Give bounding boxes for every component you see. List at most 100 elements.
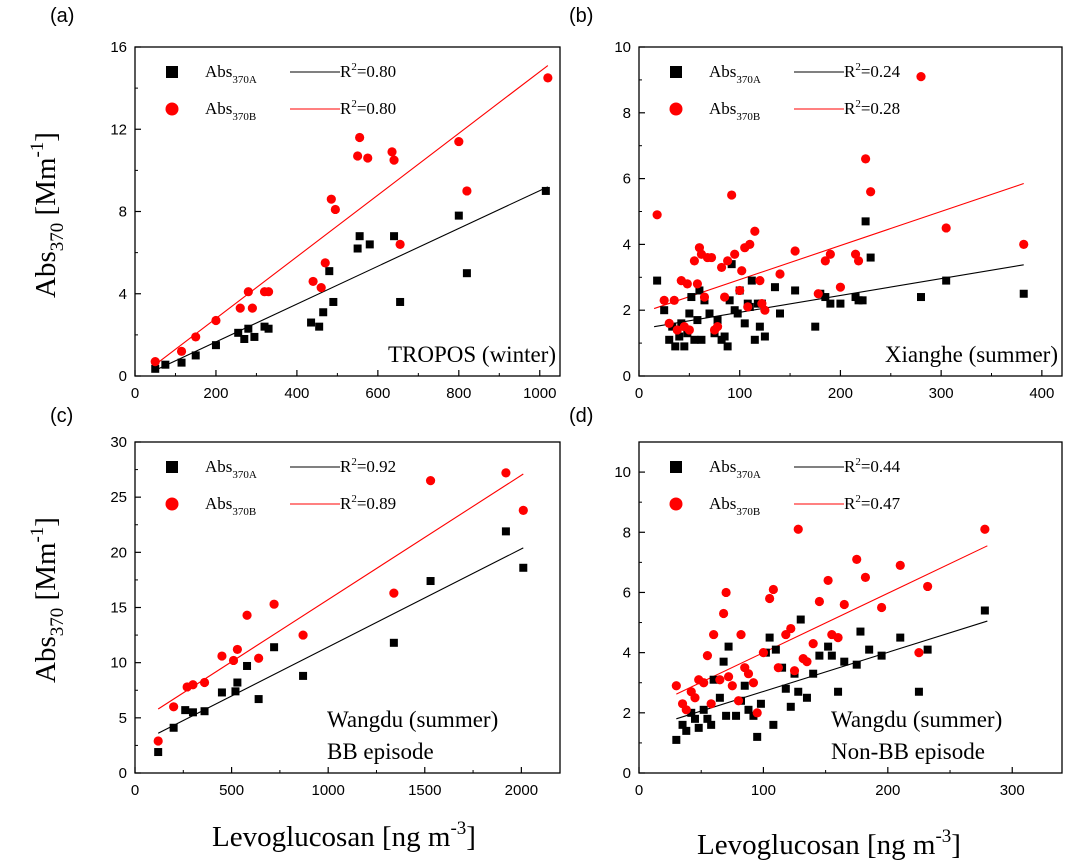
data-point-Abs370B: [750, 226, 760, 236]
data-point-Abs370A: [861, 217, 870, 226]
data-point-Abs370A: [231, 687, 240, 696]
y-tick-label: 5: [119, 710, 127, 727]
data-point-Abs370A: [809, 669, 818, 678]
data-point-Abs370B: [353, 151, 363, 161]
data-point-Abs370A: [980, 606, 989, 615]
data-point-Abs370A: [234, 328, 243, 337]
data-point-Abs370A: [653, 276, 662, 285]
data-point-Abs370B: [752, 708, 762, 718]
x-axis-title-right: Levoglucosan [ng m-3]: [697, 826, 961, 861]
panel-c: (c) 0 500 1000 1500 2000 0 5 10 15 20 25 30 Abs370A R2…: [50, 405, 561, 799]
data-point-Abs370B: [786, 623, 796, 634]
data-point-Abs370B: [254, 653, 264, 663]
data-point-Abs370A: [740, 681, 749, 690]
data-point-Abs370B: [387, 147, 397, 157]
data-point-Abs370A: [682, 726, 691, 735]
panel-annotation: Wangdu (summer): [831, 707, 1002, 732]
y-tick-label: 0: [119, 765, 127, 782]
data-point-Abs370A: [233, 678, 242, 687]
data-point-Abs370B: [721, 587, 731, 598]
panel-d: (d) 0 100 200 300 0 2 4 6 8 10 Abs370A R2=0.44 Abs370…: [569, 405, 1063, 799]
x-tick-label: 1000: [523, 385, 556, 402]
fit-line-Abs370A: [157, 547, 524, 734]
data-point-Abs370B: [188, 680, 198, 690]
data-point-Abs370B: [501, 468, 511, 478]
panel-annotation: BB episode: [327, 739, 434, 764]
data-point-Abs370B: [853, 256, 864, 266]
data-point-Abs370A: [680, 342, 689, 351]
data-point-Abs370B: [877, 602, 887, 613]
data-point-Abs370B: [247, 303, 257, 313]
data-point-Abs370A: [243, 661, 252, 670]
y-tick-label: 2: [623, 705, 631, 722]
data-point-Abs370A: [240, 334, 249, 343]
y-tick-label: 6: [623, 584, 631, 601]
data-point-Abs370B: [543, 73, 553, 83]
x-tick-label: 0: [635, 782, 643, 799]
data-point-Abs370A: [660, 306, 669, 315]
legend-marker: [669, 102, 683, 116]
x-tick-label: 100: [751, 782, 776, 799]
data-point-Abs370A: [722, 711, 731, 720]
data-point-Abs370A: [771, 645, 780, 654]
data-point-Abs370A: [756, 699, 765, 708]
data-point-Abs370A: [188, 708, 197, 717]
data-point-Abs370B: [727, 681, 737, 691]
data-point-Abs370B: [269, 599, 279, 609]
data-point-Abs370A: [690, 714, 699, 723]
data-point-Abs370B: [671, 681, 681, 691]
data-point-Abs370B: [169, 702, 179, 712]
data-point-Abs370A: [705, 309, 714, 318]
data-point-Abs370B: [755, 275, 765, 286]
panel-annotation: Non-BB episode: [831, 739, 985, 764]
data-point-Abs370A: [191, 351, 200, 360]
legend-marker: [669, 497, 683, 511]
data-point-Abs370B: [702, 651, 713, 661]
data-point-Abs370A: [325, 267, 334, 276]
data-point-Abs370A: [169, 723, 178, 732]
data-point-Abs370A: [776, 309, 784, 318]
data-point-Abs370A: [697, 335, 706, 344]
data-point-Abs370B: [235, 303, 245, 313]
data-point-Abs370B: [389, 155, 399, 165]
y-tick-label: 8: [623, 105, 631, 122]
panel-annotation: TROPOS (winter): [388, 342, 556, 367]
data-point-Abs370A: [396, 297, 405, 306]
data-point-Abs370B: [699, 292, 710, 302]
data-point-Abs370B: [814, 596, 824, 607]
data-point-Abs370B: [735, 285, 745, 296]
data-point-Abs370B: [191, 332, 201, 342]
data-point-Abs370B: [745, 239, 755, 249]
data-point-Abs370B: [720, 292, 730, 302]
data-point-Abs370A: [765, 633, 774, 642]
legend-r2: R2=0.80: [340, 98, 396, 118]
data-point-Abs370A: [740, 319, 749, 328]
data-point-Abs370A: [217, 688, 226, 697]
data-point-Abs370B: [176, 346, 187, 356]
data-point-Abs370A: [181, 706, 190, 715]
y-tick-label: 12: [110, 121, 127, 138]
x-tick-label: 400: [1029, 385, 1054, 402]
legend-r2: R2=0.44: [844, 456, 901, 476]
data-point-Abs370A: [678, 720, 687, 729]
data-point-Abs370B: [664, 318, 674, 328]
data-point-Abs370A: [747, 276, 756, 285]
data-point-Abs370A: [786, 702, 795, 711]
data-point-Abs370A: [755, 322, 764, 331]
legend-r2: R2=0.89: [340, 493, 396, 513]
data-point-Abs370A: [866, 253, 875, 262]
y-tick-label: 16: [110, 39, 127, 56]
y-tick-label: 0: [623, 368, 631, 385]
data-point-Abs370B: [852, 554, 862, 564]
data-point-Abs370B: [217, 651, 227, 661]
data-point-Abs370B: [835, 282, 846, 292]
legend-r2: R2=0.24: [844, 61, 901, 81]
data-point-Abs370A: [270, 643, 279, 652]
x-tick-label: 1000: [311, 782, 344, 799]
data-point-Abs370A: [791, 286, 800, 295]
data-point-Abs370B: [425, 476, 436, 486]
x-tick-label: 500: [219, 782, 244, 799]
x-tick-label: 200: [875, 782, 900, 799]
legend-label: Abs370A: [205, 62, 257, 86]
data-point-Abs370A: [699, 705, 708, 714]
